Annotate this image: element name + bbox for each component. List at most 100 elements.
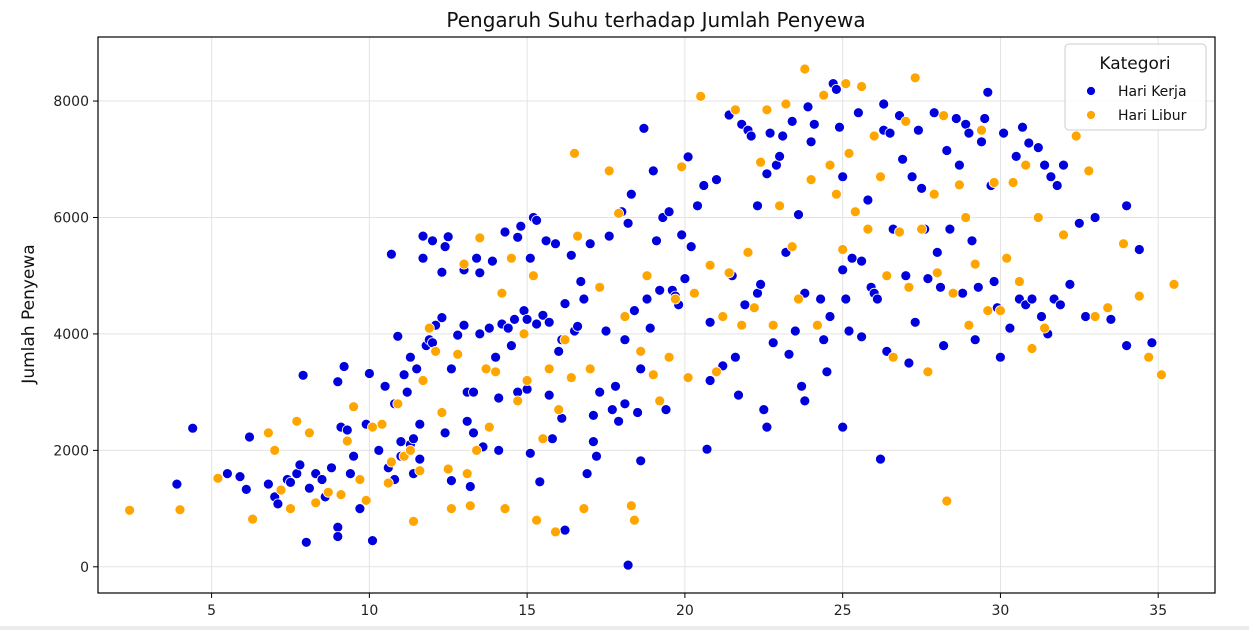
data-point [401, 386, 413, 398]
data-point [483, 421, 495, 433]
data-point [622, 559, 634, 571]
data-point [474, 328, 486, 340]
data-point [559, 524, 571, 536]
data-point [417, 252, 429, 264]
data-point [878, 98, 890, 110]
y-tick-label: 4000 [53, 327, 89, 343]
data-point [982, 86, 994, 98]
data-point [805, 174, 817, 186]
data-point [676, 229, 688, 241]
data-point [840, 293, 852, 305]
y-tick-label: 2000 [53, 443, 89, 459]
plot-frame [97, 36, 1216, 594]
x-tick-label: 20 [676, 603, 694, 619]
data-point [1051, 180, 1063, 191]
data-point [972, 281, 984, 293]
data-point [496, 287, 508, 299]
data-point [480, 363, 492, 375]
data-point [695, 91, 707, 102]
data-point [404, 444, 416, 456]
data-point [458, 319, 470, 331]
data-point [322, 486, 334, 498]
x-tick-label: 35 [1149, 603, 1167, 619]
data-point [619, 334, 631, 346]
data-point [938, 110, 949, 121]
data-point [619, 311, 631, 322]
data-point [1102, 302, 1114, 314]
data-point [625, 500, 637, 512]
data-point [786, 116, 798, 127]
data-point [887, 351, 899, 363]
data-point [442, 231, 454, 243]
data-point [423, 322, 435, 334]
data-point [884, 127, 896, 139]
data-point [445, 503, 457, 515]
data-point [474, 232, 486, 244]
axis-ticks: 5 10 15 20 25 30 35 0 2000 4000 6000 8000 [53, 94, 1167, 619]
data-point [427, 235, 438, 247]
data-point [493, 444, 505, 456]
data-point [670, 293, 681, 305]
data-point [663, 351, 675, 363]
data-point [430, 345, 442, 357]
data-point [701, 443, 713, 455]
data-point [436, 407, 448, 418]
data-point [338, 361, 350, 372]
data-point [1133, 290, 1145, 302]
data-point [221, 468, 233, 480]
data-point [755, 278, 766, 290]
data-point [1023, 137, 1035, 149]
data-point [537, 433, 549, 445]
data-point [1058, 229, 1069, 241]
bottom-divider [0, 626, 1249, 630]
data-point [335, 489, 347, 501]
data-point [174, 504, 186, 516]
data-point [414, 453, 426, 465]
legend-marker-hari-libur [1086, 110, 1096, 120]
data-point [818, 89, 830, 101]
data-point [1055, 299, 1066, 311]
data-point [613, 207, 624, 219]
data-point [367, 535, 378, 546]
data-point [957, 287, 968, 299]
data-point [875, 453, 886, 465]
data-point [831, 188, 842, 200]
data-point [1121, 340, 1132, 352]
data-point [458, 258, 470, 270]
data-point [979, 113, 991, 124]
data-point [613, 415, 624, 427]
data-point [543, 389, 555, 401]
data-point [404, 351, 416, 363]
data-point [559, 298, 571, 310]
data-point [303, 427, 315, 439]
data-point [856, 255, 867, 267]
data-point [439, 241, 451, 253]
data-point [856, 331, 867, 343]
data-point [524, 447, 536, 459]
data-point [272, 498, 284, 510]
grid [98, 37, 1215, 593]
data-point [941, 495, 953, 507]
data-point [531, 318, 542, 330]
data-point [363, 368, 375, 379]
data-point [584, 238, 596, 250]
data-point [565, 372, 577, 384]
data-point [275, 484, 287, 496]
data-point [578, 293, 590, 305]
data-point [606, 404, 618, 416]
data-point [909, 72, 921, 84]
data-point [796, 380, 807, 392]
data-point [468, 427, 479, 439]
data-point [767, 337, 779, 349]
data-point [805, 136, 817, 148]
data-point [856, 81, 867, 92]
data-point [635, 345, 647, 357]
data-point [1064, 278, 1076, 290]
data-point [445, 363, 457, 375]
data-point [837, 171, 849, 183]
data-point [354, 474, 366, 485]
data-point [853, 107, 864, 119]
data-point [824, 159, 836, 171]
